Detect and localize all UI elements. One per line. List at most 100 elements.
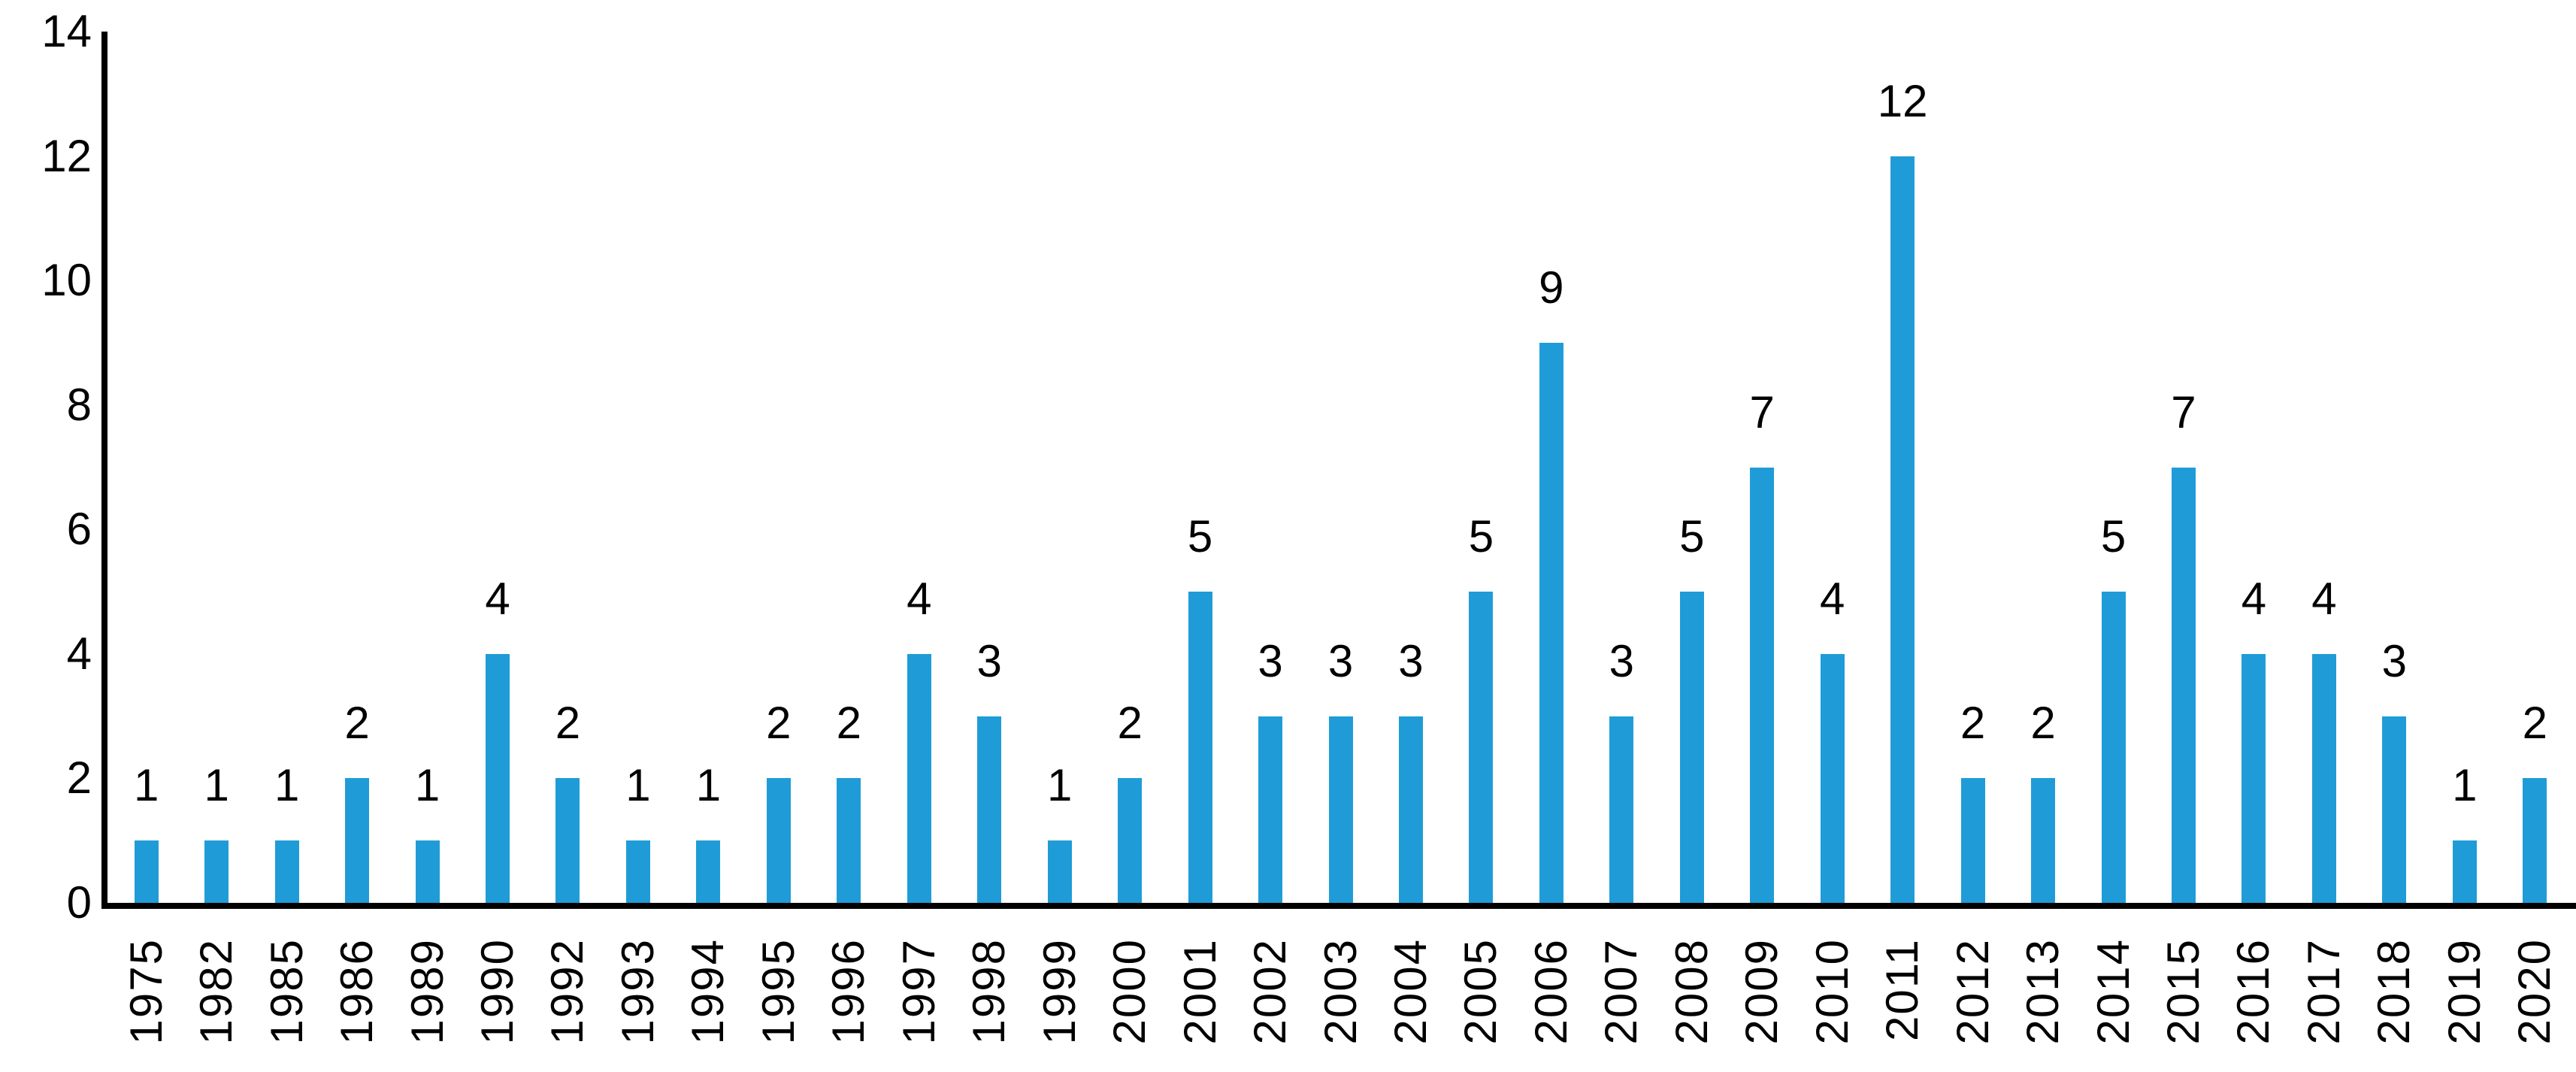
- bar-value-label: 3: [1258, 635, 1283, 686]
- x-tick-label: 2006: [1525, 938, 1576, 1045]
- bar-value-label: 2: [2522, 698, 2547, 749]
- x-tick-label: 2017: [2298, 938, 2349, 1045]
- bar: [1960, 778, 1985, 903]
- bar-value-label: 1: [134, 760, 159, 811]
- bar: [1609, 716, 1634, 903]
- bar: [1539, 342, 1563, 903]
- x-tick-label: 2019: [2438, 938, 2490, 1045]
- bar: [2523, 778, 2547, 903]
- x-tick-label: 2016: [2228, 938, 2279, 1045]
- x-tick-label: 1997: [893, 938, 944, 1045]
- bar: [2311, 653, 2336, 903]
- bar: [1398, 716, 1423, 903]
- x-tick-label: 1985: [261, 938, 312, 1045]
- bar-value-label: 1: [414, 760, 440, 811]
- x-tick-label: 1992: [542, 938, 593, 1045]
- x-tick-label: 2013: [2018, 938, 2069, 1045]
- x-axis-line: [101, 903, 2576, 909]
- bar-value-label: 4: [2241, 573, 2267, 624]
- bar: [134, 840, 159, 903]
- x-tick-label: 1975: [120, 938, 171, 1045]
- x-tick-label: 2015: [2157, 938, 2208, 1045]
- bar-value-label: 4: [485, 573, 510, 624]
- bar: [204, 840, 229, 903]
- bar-value-label: 3: [1398, 635, 1424, 686]
- x-tick-label: 1998: [964, 938, 1015, 1045]
- bar-value-label: 1: [274, 760, 300, 811]
- bar-value-label: 3: [1327, 635, 1354, 686]
- bar: [837, 778, 861, 903]
- bar: [625, 840, 650, 903]
- bar-value-label: 1: [625, 760, 651, 811]
- bar: [1328, 716, 1353, 903]
- bar: [1469, 592, 1494, 903]
- bar: [1750, 467, 1775, 903]
- x-tick-label: 1986: [331, 938, 383, 1045]
- x-tick-label: 2008: [1666, 938, 1717, 1045]
- x-tick-label: 2011: [1877, 938, 1928, 1042]
- x-tick-label: 2014: [2087, 938, 2139, 1045]
- bar-value-label: 7: [2171, 386, 2196, 438]
- bar-value-label: 2: [1117, 698, 1143, 749]
- bar-value-label: 1: [204, 760, 229, 811]
- bar-value-label: 2: [836, 698, 861, 749]
- y-tick-label: 8: [66, 379, 92, 430]
- bar: [2031, 778, 2056, 903]
- bar-value-label: 9: [1539, 262, 1564, 313]
- bar: [2101, 592, 2126, 903]
- x-tick-label: 2012: [1947, 938, 1998, 1045]
- x-tick-label: 2000: [1104, 938, 1155, 1045]
- bar-value-label: 3: [2381, 635, 2408, 686]
- bar-value-label: 7: [1749, 386, 1775, 438]
- bar-value-label: 2: [2030, 698, 2056, 749]
- x-tick-label: 1989: [401, 938, 453, 1045]
- x-tick-label: 2007: [1596, 938, 1647, 1045]
- y-axis-line: [101, 32, 107, 909]
- y-tick-label: 10: [41, 255, 92, 306]
- bar: [1820, 653, 1845, 903]
- x-tick-label: 2003: [1315, 938, 1366, 1045]
- x-tick-label: 1990: [472, 938, 522, 1045]
- x-tick-label: 2001: [1174, 938, 1225, 1045]
- bar: [415, 840, 440, 903]
- bar-value-label: 5: [2100, 511, 2126, 562]
- bar: [1890, 156, 1915, 903]
- x-tick-label: 2010: [1806, 938, 1857, 1045]
- bar: [2171, 467, 2196, 903]
- bar-value-label: 2: [555, 698, 581, 749]
- y-tick-label: 14: [41, 6, 92, 56]
- x-tick-label: 1993: [612, 938, 663, 1045]
- y-tick-label: 12: [41, 130, 92, 181]
- bar-value-label: 4: [1820, 573, 1845, 624]
- x-tick-label: 2005: [1455, 938, 1506, 1045]
- x-tick-label: 2020: [2509, 938, 2560, 1045]
- y-tick-label: 0: [66, 877, 92, 928]
- x-tick-label: 2004: [1385, 938, 1436, 1045]
- bar-value-label: 12: [1877, 75, 1928, 126]
- bar-value-label: 2: [1960, 698, 1986, 749]
- bar-value-label: 3: [1609, 635, 1635, 686]
- bar-value-label: 1: [695, 760, 722, 811]
- bar: [2242, 653, 2266, 903]
- bar: [274, 840, 299, 903]
- bar: [907, 653, 931, 903]
- x-tick-label: 2009: [1736, 938, 1787, 1045]
- x-tick-label: 1995: [752, 938, 804, 1045]
- bar: [766, 778, 791, 903]
- bar-value-label: 1: [2452, 760, 2478, 811]
- bar: [486, 653, 510, 903]
- bar-value-label: 5: [1679, 511, 1705, 562]
- bar: [1047, 840, 1072, 903]
- bar-value-label: 2: [766, 698, 792, 749]
- bar: [345, 778, 370, 903]
- bar: [1258, 716, 1283, 903]
- x-tick-label: 2002: [1245, 938, 1296, 1045]
- bar-value-label: 3: [976, 635, 1002, 686]
- bar-value-label: 1: [1046, 760, 1073, 811]
- y-tick-label: 4: [66, 628, 92, 679]
- bar: [555, 778, 580, 903]
- bar-value-label: 2: [344, 698, 370, 749]
- x-tick-label: 1982: [191, 938, 242, 1045]
- bar: [2382, 716, 2407, 903]
